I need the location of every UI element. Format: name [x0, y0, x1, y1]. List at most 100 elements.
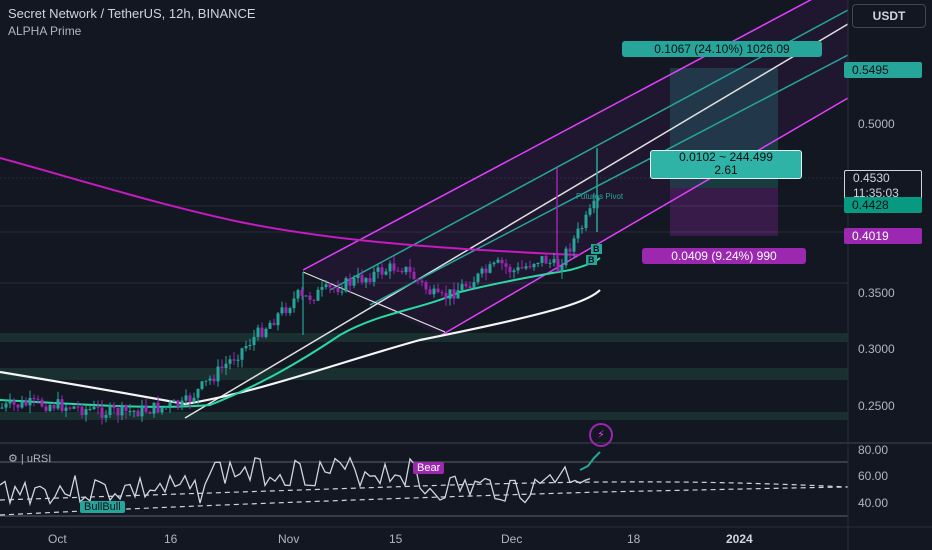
candle-body: [104, 415, 108, 418]
candle-body: [300, 290, 304, 296]
candle-body: [320, 287, 324, 290]
candle-body: [148, 411, 152, 414]
target-info-label[interactable]: 0.1067 (24.10%) 1026.09: [622, 41, 822, 57]
price-axis-label: 0.2500: [858, 399, 895, 413]
osc-axis-label: 40.00: [858, 496, 889, 510]
candle-body: [380, 267, 384, 275]
candle-body: [348, 278, 352, 286]
candle-body: [252, 336, 256, 346]
candle-body: [596, 197, 600, 201]
candle-body: [356, 274, 360, 278]
candle-body: [392, 263, 396, 271]
candle-body: [128, 410, 132, 412]
candle-body: [192, 397, 196, 402]
candle-body: [560, 265, 564, 272]
chart-header: Secret Network / TetherUS, 12h, BINANCE …: [8, 6, 256, 38]
candle-body: [76, 406, 80, 408]
position-stop-zone: [670, 188, 778, 236]
candle-body: [280, 307, 284, 314]
osc-axis-label: 60.00: [858, 469, 889, 483]
candle-body: [196, 388, 200, 398]
candle-body: [540, 256, 544, 263]
candle-body: [556, 259, 560, 272]
candle-body: [444, 293, 448, 299]
candle-body: [332, 287, 336, 289]
candle-body: [420, 280, 424, 283]
candle-body: [360, 274, 364, 283]
candle-body: [208, 378, 212, 381]
candle-body: [172, 400, 176, 403]
candle-body: [136, 410, 140, 417]
stop-info-label[interactable]: 0.0409 (9.24%) 990: [642, 248, 806, 264]
settings-icon[interactable]: ⚙: [8, 453, 18, 465]
channel-inner-lower-line: [369, 54, 849, 306]
lightning-icon[interactable]: ⚡: [589, 423, 613, 447]
candle-body: [112, 405, 116, 408]
candle-body: [80, 406, 84, 415]
candle-body: [4, 403, 8, 408]
candle-body: [268, 322, 272, 329]
candle-body: [180, 400, 184, 407]
candle-body: [408, 266, 412, 272]
symbol-title[interactable]: Secret Network / TetherUS, 12h, BINANCE: [8, 6, 256, 21]
candle-body: [460, 284, 464, 291]
candle-body: [164, 406, 168, 408]
candle-body: [400, 270, 404, 273]
osc-dashed-line: [0, 481, 849, 501]
candle-body: [552, 259, 556, 263]
oscillator-label[interactable]: ⚙ | uRSI: [8, 453, 52, 465]
candle-body: [456, 290, 460, 299]
candle-body: [116, 407, 120, 416]
candle-body: [272, 322, 276, 326]
candle-body: [56, 399, 60, 409]
candle-body: [276, 313, 280, 326]
candle-body: [88, 409, 92, 411]
time-axis-label: Oct: [48, 532, 67, 546]
candle-body: [384, 271, 388, 275]
candle-body: [472, 282, 476, 289]
candle-body: [564, 248, 568, 266]
candle-body: [200, 381, 204, 389]
time-axis-label: Nov: [278, 532, 300, 546]
candle-body: [156, 402, 160, 413]
target-price-tag: 0.5495: [844, 62, 922, 78]
slow-ma-line: [0, 157, 581, 256]
candle-body: [96, 406, 100, 408]
candle-body: [368, 278, 372, 282]
candle-body: [308, 295, 312, 300]
candle-body: [376, 267, 380, 272]
candle-body: [388, 263, 392, 272]
candle-body: [108, 405, 112, 416]
candle-body: [248, 345, 252, 347]
position-info-label[interactable]: 0.0102 ~ 244.499 2.61: [650, 150, 802, 179]
currency-button[interactable]: USDT: [852, 4, 926, 28]
candle-body: [152, 402, 156, 414]
buy-signal-marker: B: [591, 244, 602, 254]
trend-line: [302, 271, 446, 333]
candle-body: [284, 307, 288, 314]
candle-body: [528, 266, 532, 268]
indicator-name[interactable]: ALPHA Prime: [8, 24, 82, 38]
candle-body: [328, 284, 332, 288]
candle-body: [24, 401, 28, 406]
candle-body: [288, 308, 292, 314]
bull-signal-label: BullBull: [80, 501, 125, 513]
candle-body: [500, 259, 504, 264]
candle-body: [188, 395, 192, 402]
candle-body: [592, 200, 596, 209]
candle-body: [100, 407, 104, 418]
candle-body: [416, 279, 420, 281]
candle-body: [432, 288, 436, 295]
candle-body: [576, 228, 580, 239]
bear-signal-label: Bear: [413, 462, 445, 474]
candle-body: [256, 327, 260, 337]
candle-body: [588, 208, 592, 215]
candle-body: [40, 399, 44, 407]
candle-body: [496, 259, 500, 263]
candle-body: [236, 359, 240, 361]
candle-body: [184, 395, 188, 401]
candle-body: [544, 256, 548, 264]
candle-body: [168, 402, 172, 407]
candle-body: [424, 282, 428, 290]
